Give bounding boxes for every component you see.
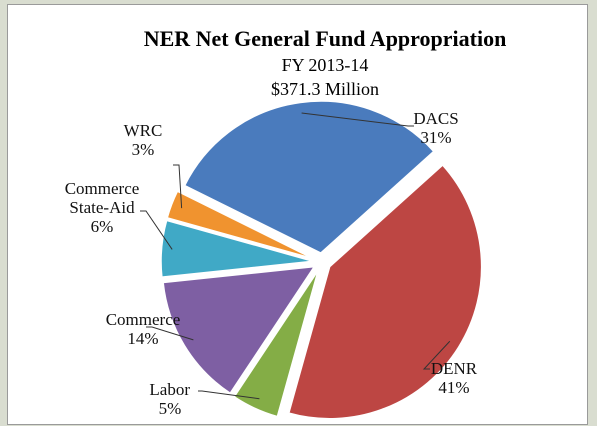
pie-slices [160,100,483,420]
slice-name-label: Labor [149,380,190,399]
slice-percent-label: 6% [91,217,114,236]
leader-lines [140,112,451,400]
slice-percent-label: 3% [132,140,155,159]
leader-line [173,164,183,209]
slice-name-label: DACS [413,109,458,128]
leader-line [140,210,173,250]
pie-slice-commerce [162,265,316,395]
pie-slice-labor [233,269,319,418]
chart-title: NER Net General Fund Appropriation [144,26,507,51]
chart-subtitle-amount: $371.3 Million [271,79,379,99]
slice-name-label: Commerce [106,310,181,329]
pie-slice-denr [287,163,483,420]
leader-line [198,390,260,400]
slice-percent-label: 14% [127,329,158,348]
slice-name-label: Commerce [65,179,140,198]
pie-chart: NER Net General Fund Appropriation FY 20… [65,26,507,420]
leader-line [422,340,451,370]
slice-percent-label: 5% [159,399,182,418]
slice-labels: DACS31%DENR41%Labor5%Commerce14%Commerce… [65,109,478,418]
chart-area: NER Net General Fund Appropriation FY 20… [7,4,588,425]
slice-percent-label: 31% [420,128,451,147]
slice-name-label: State-Aid [69,198,135,217]
pie-slice-commerce-state-aid [160,219,314,278]
slice-percent-label: 41% [438,378,469,397]
slice-name-label: DENR [431,359,478,378]
pie-slice-dacs [183,100,435,254]
slice-name-label: WRC [124,121,163,140]
chart-subtitle-year: FY 2013-14 [282,55,369,75]
pie-slice-wrc [166,190,314,260]
leader-line [301,112,414,127]
leader-line [146,326,194,341]
